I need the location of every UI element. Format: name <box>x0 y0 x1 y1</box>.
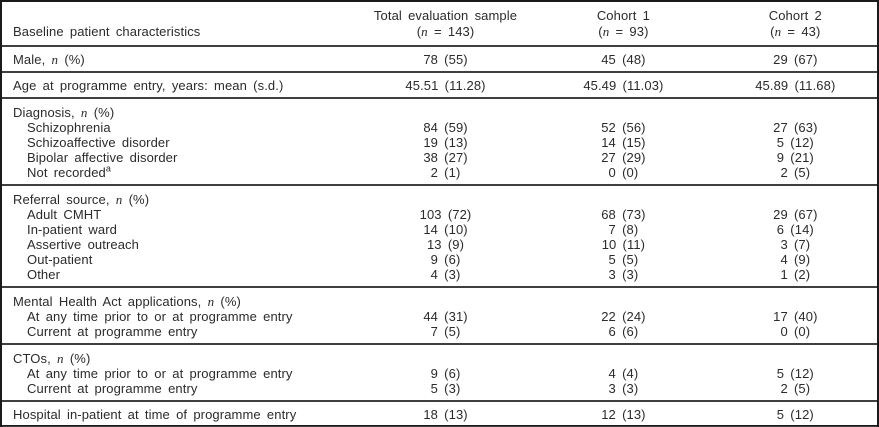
cell-value: 5 (5) <box>608 252 639 267</box>
cell-value: 45.49 (11.03) <box>533 72 714 99</box>
table-row: Current at programme entry 5 (3) 3 (3) 2 (5… <box>2 381 877 402</box>
table-body: Male, n (%) 78 (55) 45 (48) 29 (67) Age at p… <box>2 46 877 427</box>
cell-value: 9 (6) <box>430 252 461 267</box>
cell-value: 84 (59) <box>423 120 468 135</box>
table-row: In-patient ward 14 (10) 7 (8) 6 (14) <box>2 222 877 237</box>
row-label: Other <box>2 267 358 288</box>
row-label: Referral source, n (%) <box>13 192 150 207</box>
cell-value: 103 (72) <box>419 207 472 222</box>
table-row: At any time prior to or at programme ent… <box>2 366 877 381</box>
table-row: Out-patient 9 (6) 5 (5) 4 (9) <box>2 252 877 267</box>
row-label: Adult CMHT <box>27 207 102 222</box>
cell-value: 18 (13) <box>357 401 534 427</box>
cell-value: 13 (9) <box>426 237 465 252</box>
cell-value: 27 (29) <box>601 150 646 165</box>
row-label: Diagnosis, n (%) <box>13 105 115 120</box>
table-title: Baseline patient characteristics <box>2 2 358 47</box>
table-row: Other 4 (3) 3 (3) 1 (2) <box>2 267 877 288</box>
cell-value: 45.51 (11.28) <box>357 72 534 99</box>
cell-value: 0 (0) <box>533 165 714 186</box>
table-row: Schizophrenia 84 (59) 52 (56) 27 (63) <box>2 120 877 135</box>
cell-value: 4 (4) <box>608 366 639 381</box>
footnote-marker: a <box>105 163 111 174</box>
cell-value: 22 (24) <box>601 309 646 324</box>
cell-value: 14 (10) <box>423 222 468 237</box>
column-header-1: Total evaluation sample (n = 143) <box>357 2 534 47</box>
cell-value: 5 (12) <box>776 366 814 381</box>
table-row: Age at programme entry, years: mean (s.d… <box>2 72 877 99</box>
cell-value: 0 (0) <box>713 324 877 345</box>
cell-value: 52 (56) <box>601 120 646 135</box>
cell-value: 10 (11) <box>601 237 646 252</box>
table-row: Schizoaffective disorder 19 (13) 14 (15) 5 … <box>2 135 877 150</box>
table-row: Diagnosis, n (%) <box>2 98 877 120</box>
cell-value: 78 (55) <box>357 46 534 73</box>
cell-value: 6 (14) <box>776 222 814 237</box>
row-label: Out-patient <box>27 252 93 267</box>
cell-value: 6 (6) <box>533 324 714 345</box>
cell-value: 68 (73) <box>601 207 646 222</box>
row-label: Assertive outreach <box>27 237 139 252</box>
cell-value: 12 (13) <box>533 401 714 427</box>
row-label: Male, n (%) <box>2 46 358 73</box>
row-label: CTOs, n (%) <box>13 351 91 366</box>
cell-value: 3 (3) <box>533 381 714 402</box>
row-label: Schizoaffective disorder <box>27 135 170 150</box>
row-label: Current at programme entry <box>2 324 358 345</box>
table-row: Not recordeda 2 (1) 0 (0) 2 (5) <box>2 163 877 186</box>
row-label: Current at programme entry <box>2 381 358 402</box>
table-row: CTOs, n (%) <box>2 344 877 366</box>
table-row: Current at programme entry 7 (5) 6 (6) 0 (0… <box>2 324 877 345</box>
cell-value: 2 (1) <box>357 165 534 186</box>
table-row: Adult CMHT 103 (72) 68 (73) 29 (67) <box>2 207 877 222</box>
cell-value: 4 (9) <box>780 252 811 267</box>
column-header-2: Cohort 1 (n = 93) <box>533 2 714 47</box>
cell-value: 7 (8) <box>608 222 639 237</box>
cell-value: 5 (3) <box>357 381 534 402</box>
row-label: Not recordeda <box>2 163 358 186</box>
row-label: Schizophrenia <box>27 120 111 135</box>
cell-value: 17 (40) <box>773 309 818 324</box>
table-row: Mental Health Act applications, n (%) <box>2 287 877 309</box>
table-header-row: Baseline patient characteristics Total e… <box>2 2 877 47</box>
row-label: Bipolar affective disorder <box>27 150 178 165</box>
row-label: At any time prior to or at programme ent… <box>27 309 293 324</box>
cell-value: 38 (27) <box>423 150 468 165</box>
cell-value: 2 (5) <box>713 381 877 402</box>
column-header-3: Cohort 2 (n = 43) <box>713 2 877 47</box>
cell-value: 3 (7) <box>780 237 811 252</box>
cell-value: 29 (67) <box>773 207 818 222</box>
table-row: At any time prior to or at programme ent… <box>2 309 877 324</box>
cell-value: 14 (15) <box>601 135 646 150</box>
table-row: Hospital in-patient at time of programme… <box>2 401 877 427</box>
row-label: Mental Health Act applications, n (%) <box>13 294 241 309</box>
row-label: In-patient ward <box>27 222 117 237</box>
cell-value: 29 (67) <box>713 46 877 73</box>
cell-value: 5 (12) <box>713 401 877 427</box>
cell-value: 2 (5) <box>713 165 877 186</box>
cell-value: 9 (6) <box>430 366 461 381</box>
cell-value: 44 (31) <box>423 309 468 324</box>
cell-value: 45 (48) <box>533 46 714 73</box>
cell-value: 45.89 (11.68) <box>713 72 877 99</box>
table-row: Bipolar affective disorder 38 (27) 27 (29)… <box>2 150 877 165</box>
row-label: Hospital in-patient at time of programme… <box>2 401 358 427</box>
row-label: Age at programme entry, years: mean (s.d… <box>2 72 358 99</box>
cell-value: 4 (3) <box>357 267 534 288</box>
cell-value: 7 (5) <box>357 324 534 345</box>
cell-value: 5 (12) <box>776 135 814 150</box>
cell-value: 3 (3) <box>533 267 714 288</box>
cell-value: 27 (63) <box>773 120 818 135</box>
cell-value: 9 (21) <box>776 150 814 165</box>
table-row: Male, n (%) 78 (55) 45 (48) 29 (67) <box>2 46 877 73</box>
cell-value: 19 (13) <box>423 135 468 150</box>
row-label: At any time prior to or at programme ent… <box>27 366 293 381</box>
table-row: Assertive outreach 13 (9) 10 (11) 3 (7) <box>2 237 877 252</box>
cell-value: 1 (2) <box>713 267 877 288</box>
table-row: Referral source, n (%) <box>2 185 877 207</box>
